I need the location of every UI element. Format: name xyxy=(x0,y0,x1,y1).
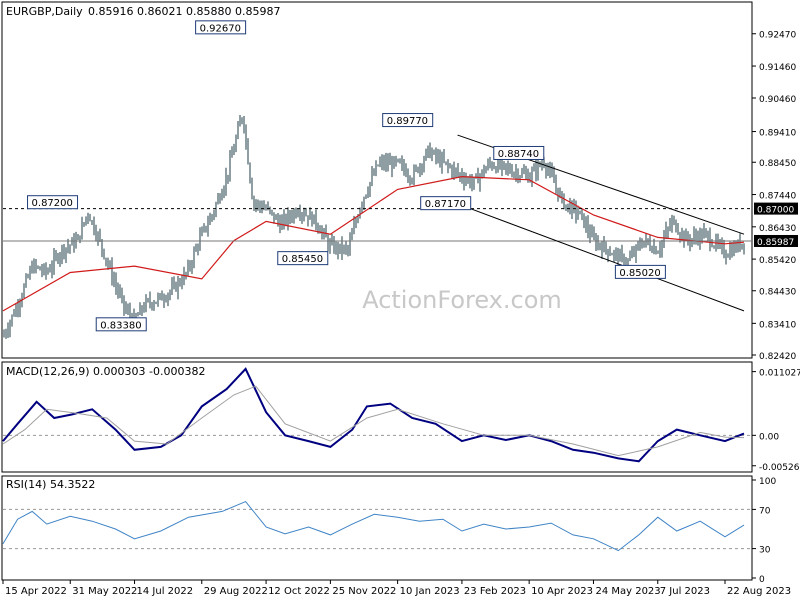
price-tag-0-bg xyxy=(754,202,798,215)
price-tag-1: 0.85987 xyxy=(757,238,794,248)
y-tick-label-1: 0.91460 xyxy=(759,63,796,73)
x-tick-label-2: 14 Jul 2022 xyxy=(137,586,194,597)
y-tick-label-10: 0.82420 xyxy=(759,352,796,362)
macd-pane-frame xyxy=(1,361,753,473)
price-pane-frame xyxy=(1,1,753,359)
y-tick-label-3: 0.89410 xyxy=(759,129,796,139)
macd-y-tick-label-2: -0.005267 xyxy=(759,463,800,473)
y-tick-label-7: 0.85420 xyxy=(759,256,796,266)
rsi-y-tick-label-2: 30 xyxy=(759,546,771,556)
price-tag-1-bg xyxy=(754,234,798,247)
annotation-box-3 xyxy=(27,195,79,210)
x-tick-label-1: 31 May 2022 xyxy=(72,586,137,597)
annotation-label-6: 0.85020 xyxy=(619,268,660,279)
annotation-box-4 xyxy=(420,196,472,211)
annotation-label-0: 0.92670 xyxy=(200,23,241,34)
price-pane-symbol: EURGBP,Daily xyxy=(6,5,83,18)
macd-y-tick-label-1: 0.00 xyxy=(759,432,779,442)
macd-layer: 0.011027 0.00 -0.005267 xyxy=(2,367,800,473)
annotation-label-3: 0.87200 xyxy=(32,198,73,209)
rsi-y-tick-label-3: 0 xyxy=(759,575,765,585)
rsi-pane-frame xyxy=(1,475,753,581)
y-tick-label-6: 0.86430 xyxy=(759,224,796,234)
price-tag-0: 0.87000 xyxy=(757,206,794,216)
x-tick-label-9: 24 May 2023 xyxy=(595,586,660,597)
moving-average-line xyxy=(2,175,745,312)
macd-pane-title: MACD(12,26,9) 0.000303 -0.000382 xyxy=(6,365,205,378)
y-tick-label-2: 0.90460 xyxy=(759,95,796,105)
x-tick-label-0: 15 Apr 2022 xyxy=(5,586,67,597)
x-tick-label-4: 12 Oct 2022 xyxy=(268,586,330,597)
channel-line-1 xyxy=(457,203,745,312)
rsi-layer: 100 70 30 0 xyxy=(2,477,776,585)
annotation-label-1: 0.89770 xyxy=(387,116,428,127)
annotation-label-2: 0.88740 xyxy=(498,149,539,160)
x-tick-label-10: 7 Jul 2023 xyxy=(660,586,710,597)
annotation-label-7: 0.83380 xyxy=(100,320,141,331)
annotation-box-2 xyxy=(493,145,545,160)
x-tick-label-6: 10 Jan 2023 xyxy=(400,586,460,597)
x-tick-label-5: 25 Nov 2022 xyxy=(332,586,396,597)
price-layer: 0.92470 0.91460 0.90460 0.89410 0.88450 0.874… xyxy=(2,20,798,362)
annotation-label-5: 0.85450 xyxy=(282,254,323,265)
macd-y-tick-label-0: 0.011027 xyxy=(759,369,800,379)
y-tick-label-4: 0.88450 xyxy=(759,159,796,169)
macd-line xyxy=(2,367,745,463)
rsi-y-tick-label-1: 70 xyxy=(759,506,771,516)
annotation-box-0 xyxy=(195,20,247,35)
rsi-pane-title: RSI(14) 54.3522 xyxy=(6,478,95,491)
rsi-y-tick-label-0: 100 xyxy=(759,477,776,487)
annotation-box-7 xyxy=(95,317,147,332)
watermark: ActionForex.com xyxy=(362,286,562,314)
x-tick-label-8: 10 Apr 2023 xyxy=(531,586,593,597)
annotation-box-1 xyxy=(382,113,434,128)
annotation-box-6 xyxy=(614,264,666,279)
y-tick-label-5: 0.87440 xyxy=(759,192,796,202)
macd-signal-line xyxy=(2,385,745,457)
x-tick-label-11: 22 Aug 2023 xyxy=(727,586,791,597)
annotation-box-5 xyxy=(277,251,329,266)
x-axis: 15 Apr 2022 31 May 2022 14 Jul 2022 29 Aug … xyxy=(2,580,791,597)
price-pane-ohlc: 0.85916 0.86021 0.85880 0.85987 xyxy=(88,5,280,18)
x-tick-label-7: 23 Feb 2023 xyxy=(464,586,526,597)
y-tick-label-8: 0.84430 xyxy=(759,288,796,298)
annotation-label-4: 0.87170 xyxy=(425,199,466,210)
y-tick-label-0: 0.92470 xyxy=(759,31,796,41)
x-tick-label-3: 29 Aug 2022 xyxy=(204,586,268,597)
y-tick-label-9: 0.83410 xyxy=(759,320,796,330)
rsi-line xyxy=(2,500,745,552)
